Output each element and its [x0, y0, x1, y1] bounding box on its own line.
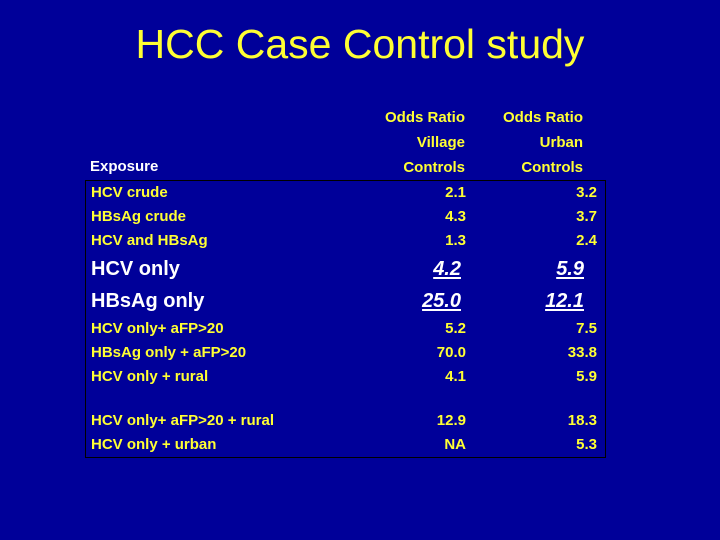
village-odds-value: 5.2 — [445, 320, 466, 337]
table-row: HCV crude 2.1 3.2 — [86, 181, 605, 205]
village-odds-value: 2.1 — [445, 184, 466, 201]
row-label: HCV only+ aFP>20 — [91, 320, 224, 337]
village-odds-value: 1.3 — [445, 232, 466, 249]
table-row: HCV only+ aFP>20 + rural 12.9 18.3 — [86, 409, 605, 433]
table-row: HCV only+ aFP>20 5.2 7.5 — [86, 317, 605, 341]
row-label: HCV and HBsAg — [91, 232, 208, 249]
row-label: HBsAg only — [91, 290, 205, 312]
odds-ratio-table: Exposure Odds Ratio Village Controls Odd… — [85, 105, 606, 458]
urban-header-line2: Urban — [539, 134, 583, 151]
row-label: HCV only — [91, 258, 180, 280]
village-odds-value: 4.2 — [433, 258, 461, 280]
urban-odds-value: 5.9 — [576, 368, 597, 385]
table-row-highlighted: HCV only 4.2 5.9 — [86, 253, 605, 285]
village-header-line1: Odds Ratio — [384, 109, 465, 126]
village-odds-value: 4.3 — [445, 208, 466, 225]
urban-odds-value: 5.9 — [556, 258, 584, 280]
row-label: HBsAg only + aFP>20 — [91, 344, 247, 361]
table-row: HBsAg only + aFP>20 70.0 33.8 — [86, 341, 605, 365]
village-controls-header: Odds Ratio Village Controls — [380, 105, 472, 180]
urban-odds-value: 33.8 — [567, 344, 597, 361]
urban-odds-value: 5.3 — [576, 436, 597, 453]
urban-odds-value: 12.1 — [545, 290, 584, 312]
table-row: HBsAg crude 4.3 3.7 — [86, 205, 605, 229]
table-row: HCV only + rural 4.1 5.9 — [86, 365, 605, 389]
exposure-header-label: Exposure — [90, 158, 159, 175]
table-row-spacer — [86, 389, 605, 409]
table-row: HCV only + urban NA 5.3 — [86, 433, 605, 457]
urban-controls-header: Odds Ratio Urban Controls — [472, 105, 606, 180]
village-header-line2: Village — [416, 134, 465, 151]
village-odds-value: 4.1 — [445, 368, 466, 385]
row-label: HCV only + urban — [91, 436, 217, 453]
urban-header-line3: Controls — [521, 159, 583, 176]
village-odds-value: 70.0 — [436, 344, 466, 361]
table-row: HCV and HBsAg 1.3 2.4 — [86, 229, 605, 253]
table-body: HCV crude 2.1 3.2 HBsAg crude 4.3 3.7 HC… — [85, 180, 606, 458]
village-odds-value: NA — [444, 436, 466, 453]
exposure-header-cell: Exposure — [85, 105, 380, 180]
village-odds-value: 25.0 — [422, 290, 461, 312]
row-label: HCV crude — [91, 184, 168, 201]
row-label: HCV only+ aFP>20 + rural — [91, 412, 274, 429]
table-header: Exposure Odds Ratio Village Controls Odd… — [85, 105, 606, 180]
urban-odds-value: 3.7 — [576, 208, 597, 225]
table-row-highlighted: HBsAg only 25.0 12.1 — [86, 285, 605, 317]
urban-odds-value: 2.4 — [576, 232, 597, 249]
slide-title: HCC Case Control study — [135, 21, 585, 67]
urban-odds-value: 7.5 — [576, 320, 597, 337]
urban-odds-value: 3.2 — [576, 184, 597, 201]
row-label: HBsAg crude — [91, 208, 187, 225]
village-odds-value: 12.9 — [436, 412, 466, 429]
urban-odds-value: 18.3 — [567, 412, 597, 429]
urban-header-line1: Odds Ratio — [502, 109, 583, 126]
row-label: HCV only + rural — [91, 368, 209, 385]
village-header-line3: Controls — [403, 159, 465, 176]
